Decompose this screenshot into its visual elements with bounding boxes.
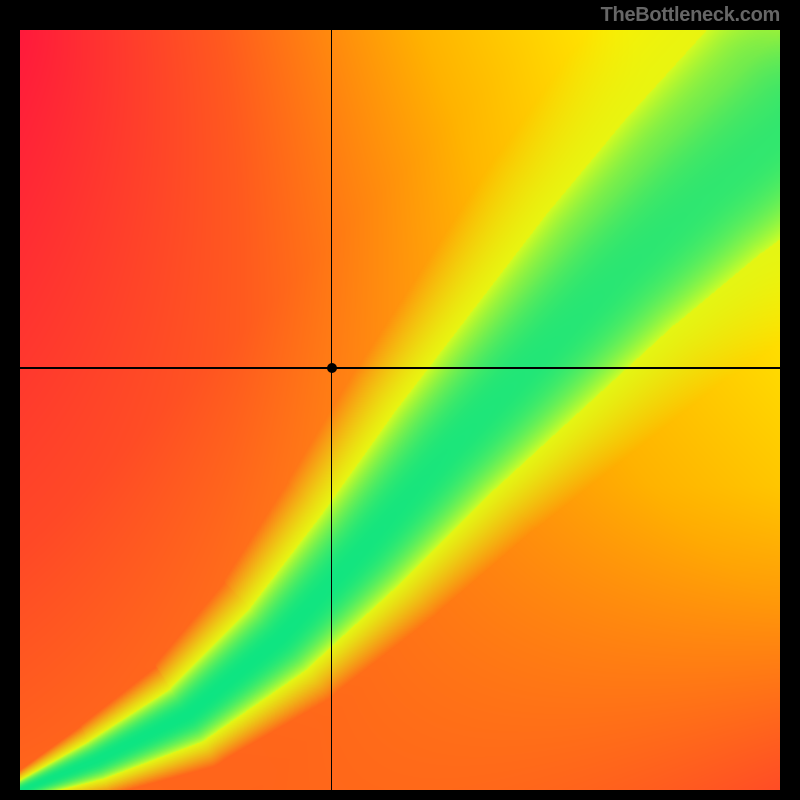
crosshair-horizontal xyxy=(20,367,780,369)
crosshair-marker xyxy=(327,363,337,373)
chart-container: { "watermark": { "text": "TheBottleneck.… xyxy=(0,0,800,800)
bottleneck-heatmap xyxy=(20,30,780,790)
crosshair-vertical xyxy=(331,30,333,790)
watermark-text: TheBottleneck.com xyxy=(601,4,780,27)
